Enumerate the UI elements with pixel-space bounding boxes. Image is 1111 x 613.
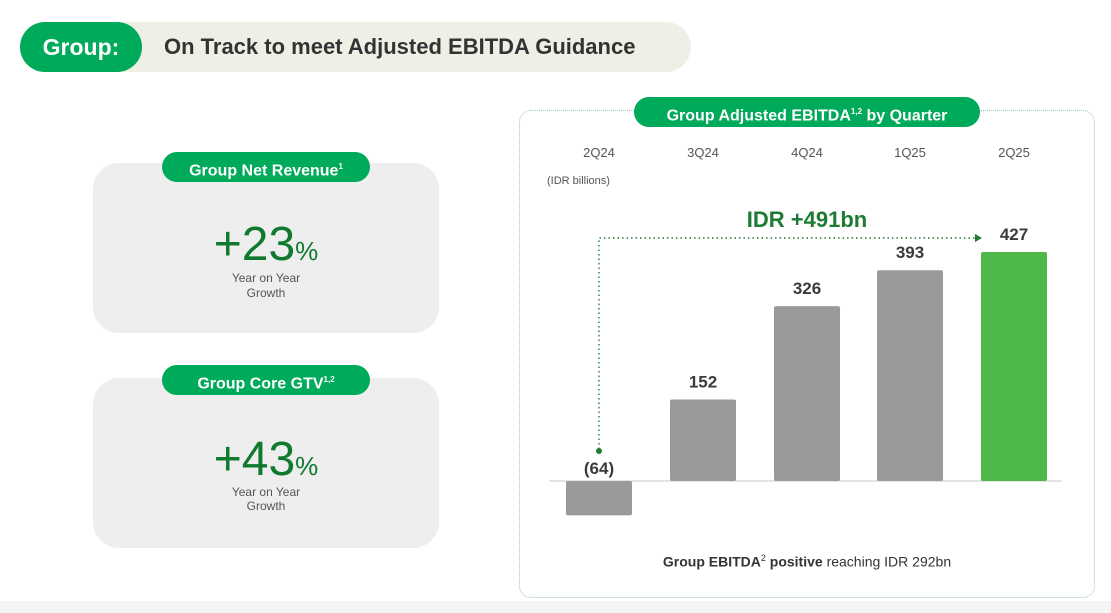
bar-2q24 [566, 481, 632, 516]
net-revenue-label: Group Net Revenue1 [162, 152, 370, 182]
core-gtv-card: +43% Year on Year Growth [93, 378, 439, 548]
net-revenue-label-text: Group Net Revenue [189, 162, 339, 180]
category-label-3q24: 3Q24 [687, 145, 719, 160]
category-label-4q24: 4Q24 [791, 145, 823, 160]
chart-footer-bold2: positive [765, 553, 823, 570]
chart-title-text: Group Adjusted EBITDA [666, 107, 851, 125]
chart-footer-sup: 2 [760, 553, 766, 563]
net-revenue-unit: % [295, 236, 319, 266]
chart-footer-rest: reaching IDR 292bn [822, 553, 952, 570]
data-label-2q24: (64) [584, 459, 614, 478]
net-revenue-caption-2: Growth [246, 286, 286, 300]
core-gtv-caption-1: Year on Year [231, 485, 301, 499]
bar-1q25 [877, 270, 943, 481]
page-title: On Track to meet Adjusted EBITDA Guidanc… [164, 34, 636, 59]
net-revenue-number: +23 [213, 218, 296, 271]
core-gtv-unit: % [295, 451, 319, 481]
core-gtv-label-sup: 1,2 [323, 375, 335, 384]
category-label-1q25: 1Q25 [894, 145, 926, 160]
category-label-2q24: 2Q24 [583, 145, 615, 160]
net-revenue-caption-1: Year on Year [231, 271, 301, 285]
title-bar: Group: On Track to meet Adjusted EBITDA … [20, 22, 691, 72]
bar-2q25 [981, 252, 1047, 481]
core-gtv-caption-2: Growth [246, 499, 286, 513]
data-label-1q25: 393 [896, 243, 924, 262]
unit-label: (IDR billions) [547, 175, 610, 187]
chart-title: Group Adjusted EBITDA1,2 by Quarter [634, 97, 980, 127]
growth-annotation: IDR +491bn [747, 207, 867, 232]
net-revenue-label-sup: 1 [338, 162, 343, 171]
connector-arrow-icon [975, 234, 982, 242]
data-label-2q25: 427 [1000, 225, 1028, 244]
bar-3q24 [670, 399, 736, 481]
net-revenue-card: +23% Year on Year Growth [93, 163, 439, 333]
chart-title-suffix: by Quarter [862, 107, 948, 125]
category-label-2q25: 2Q25 [998, 145, 1030, 160]
chart-title-sup: 1,2 [850, 107, 863, 116]
section-pill: Group: [20, 22, 142, 72]
core-gtv-label-text: Group Core GTV [197, 375, 324, 393]
connector-start-dot [596, 448, 602, 454]
bottom-strip [0, 601, 1111, 613]
chart-footer: Group EBITDA2 positive reaching IDR 292b… [519, 553, 1095, 570]
data-label-3q24: 152 [689, 372, 717, 391]
chart-footer-bold: Group EBITDA [662, 553, 761, 570]
core-gtv-value: +43% [93, 434, 439, 492]
core-gtv-label: Group Core GTV1,2 [162, 365, 370, 395]
bar-4q24 [774, 306, 840, 481]
data-label-4q24: 326 [793, 279, 821, 298]
net-revenue-value: +23% [93, 219, 439, 277]
core-gtv-number: +43 [213, 433, 296, 486]
